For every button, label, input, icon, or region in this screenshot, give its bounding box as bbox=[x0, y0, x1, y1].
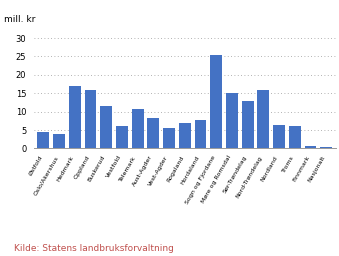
Bar bbox=[132, 109, 143, 148]
Bar bbox=[242, 101, 254, 148]
Bar bbox=[289, 126, 301, 148]
Bar bbox=[273, 125, 285, 148]
Bar bbox=[69, 86, 81, 148]
Text: Kilde: Statens landbruksforvaltning: Kilde: Statens landbruksforvaltning bbox=[14, 244, 174, 253]
Bar bbox=[179, 123, 191, 148]
Bar bbox=[320, 147, 332, 148]
Bar bbox=[210, 55, 222, 148]
Bar bbox=[37, 132, 49, 148]
Bar bbox=[226, 93, 238, 148]
Bar bbox=[147, 118, 159, 148]
Bar bbox=[100, 106, 112, 148]
Bar bbox=[304, 146, 316, 148]
Bar bbox=[195, 120, 206, 148]
Bar bbox=[116, 126, 128, 148]
Bar bbox=[53, 134, 65, 148]
Bar bbox=[84, 90, 96, 148]
Bar bbox=[163, 128, 175, 148]
Text: mill. kr: mill. kr bbox=[4, 15, 35, 24]
Bar bbox=[257, 90, 269, 148]
